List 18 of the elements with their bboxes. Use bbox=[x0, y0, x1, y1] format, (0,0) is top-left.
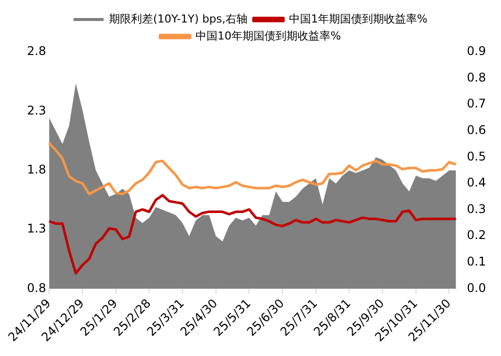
y-tick-label: 2.8 bbox=[27, 44, 46, 58]
y2-tick-label: 0.6 bbox=[466, 123, 486, 138]
legend-label: 中国10年期国债到期收益率% bbox=[196, 29, 341, 42]
y2-tick-label: 0.0 bbox=[466, 280, 486, 295]
y2-tick-label: 0.1 bbox=[466, 254, 486, 269]
y2-tick-label: 0.8 bbox=[466, 70, 486, 84]
y2-tick-label: 0.7 bbox=[466, 96, 486, 111]
y2-tick-label: 0.5 bbox=[466, 149, 486, 164]
y-tick-label: 2.3 bbox=[27, 103, 46, 118]
y2-tick-label: 0.2 bbox=[466, 228, 486, 242]
legend-label: 中国1年期国债到期收益率% bbox=[288, 12, 428, 26]
y2-tick-label: 0.3 bbox=[466, 202, 486, 216]
y-tick-label: 0.8 bbox=[27, 280, 46, 295]
y-tick-label: 1.8 bbox=[27, 162, 46, 176]
y2-tick-label: 0.4 bbox=[466, 176, 486, 190]
legend-label: 期限利差(10Y-1Y) bps,右轴 bbox=[109, 12, 248, 26]
y-tick-label: 1.3 bbox=[27, 222, 46, 236]
y2-tick-label: 0.9 bbox=[466, 44, 486, 58]
